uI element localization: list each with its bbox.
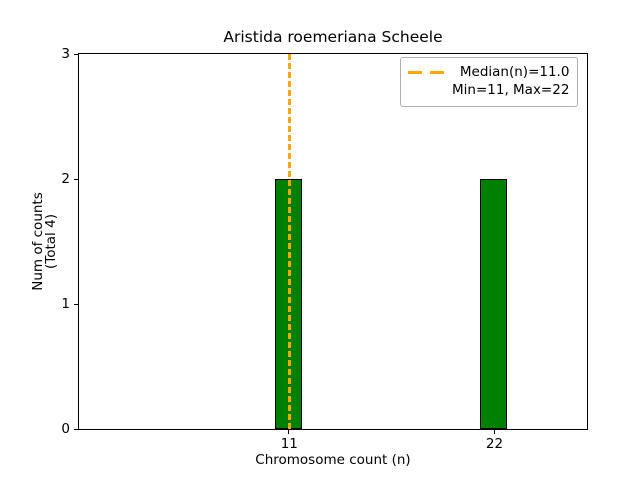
y-tick-label-1: 1 — [61, 296, 70, 312]
y-tick-label-0: 0 — [61, 421, 70, 437]
y-tick-3: 3 — [61, 46, 79, 62]
chart-title: Aristida roemeriana Scheele — [223, 28, 443, 46]
y-axis-label: Num of counts (Total 4) — [30, 53, 60, 430]
y-tick-1: 1 — [61, 296, 79, 312]
legend-entry-minmax: Min=11, Max=22 — [452, 81, 570, 98]
bar-22 — [480, 179, 508, 429]
y-tick-label-2: 2 — [61, 170, 70, 187]
x-axis-label: Chromosome count (n) — [255, 452, 411, 468]
x-tick-22: 22 — [486, 429, 503, 452]
plot-area: 0 1 2 3 11 22 Median(n)=11.0 Min=11, Max… — [61, 46, 588, 452]
x-tick-11: 11 — [281, 429, 298, 452]
legend-labels: Median(n)=11.0 Min=11, Max=22 — [452, 64, 569, 100]
legend-entry-median: Median(n)=11.0 — [459, 64, 570, 80]
x-tick-label-11: 11 — [280, 436, 298, 452]
y-tick-label-3: 3 — [61, 46, 70, 62]
y-tick-0: 0 — [61, 421, 79, 437]
median-line — [288, 54, 292, 429]
chart-legend: Median(n)=11.0 Min=11, Max=22 — [400, 57, 579, 107]
y-axis-label-line2: (Total 4) — [43, 214, 59, 269]
y-tick-2: 2 — [61, 171, 79, 187]
x-tick-label-22: 22 — [485, 436, 504, 452]
median-line-swatch-icon — [408, 64, 444, 81]
plot-inner — [79, 54, 587, 429]
